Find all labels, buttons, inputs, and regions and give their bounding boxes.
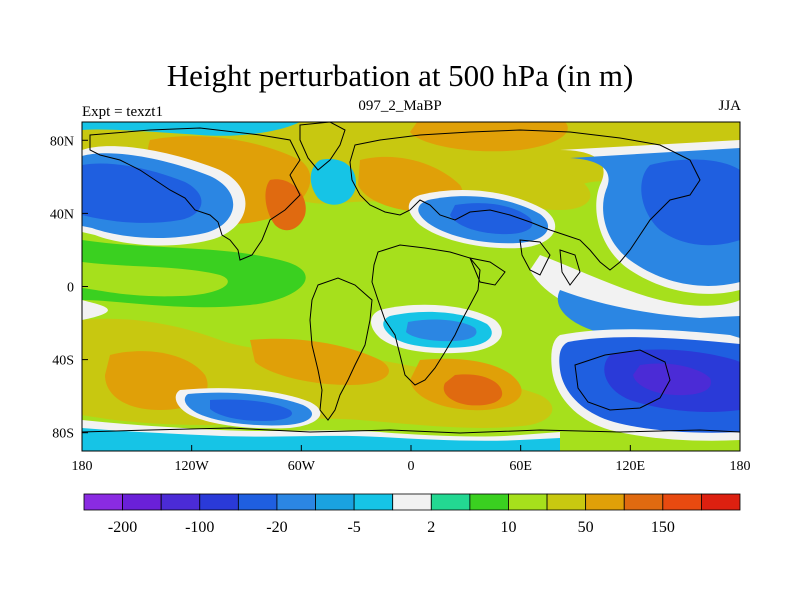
colorbar-label: 50 <box>578 519 594 536</box>
colorbar-label: -100 <box>185 519 214 536</box>
colorbar-label: 10 <box>500 519 516 536</box>
latitude-axis: 80N 40N 0 40S 80S <box>50 134 88 442</box>
colorbar-label: 2 <box>427 519 435 536</box>
y-tick-label: 40N <box>50 207 74 222</box>
map-title: Height perturbation at 500 hPa (in m) <box>166 58 634 93</box>
colorbar-label: -200 <box>108 519 137 536</box>
y-tick-label: 40S <box>52 354 74 369</box>
colorbar-label: -20 <box>266 519 287 536</box>
colorbar-box <box>392 493 432 511</box>
colorbar-box <box>237 493 278 511</box>
contour-field <box>82 122 740 451</box>
colorbar-box <box>508 493 548 511</box>
y-tick-label: 80N <box>50 134 74 149</box>
colorbar-box <box>122 493 162 511</box>
x-tick-label: 60W <box>288 459 316 474</box>
season-label: JJA <box>718 98 741 114</box>
colorbar-box <box>276 493 316 511</box>
colorbar-box <box>662 493 702 511</box>
x-tick-label: 0 <box>408 459 415 474</box>
colorbar-label: 150 <box>651 519 675 536</box>
x-tick-label: 120E <box>616 459 646 474</box>
colorbar-box <box>430 493 471 511</box>
colorbar-box <box>353 493 394 511</box>
colorbar-box <box>83 493 123 511</box>
x-tick-label: 60E <box>509 459 532 474</box>
coastlines <box>82 122 740 434</box>
experiment-label: Expt = texzt1 <box>82 104 163 120</box>
colorbar-label: -5 <box>347 519 360 536</box>
colorbar-box <box>623 493 664 511</box>
colorbar-box <box>160 493 201 511</box>
x-tick-label: 180 <box>72 459 93 474</box>
colorbar-box <box>199 493 239 511</box>
x-tick-label: 120W <box>175 459 210 474</box>
longitude-axis: 180 120W 60W 0 60E 120E 180 <box>72 445 751 474</box>
colorbar-box <box>701 493 741 511</box>
x-tick-label: 180 <box>730 459 751 474</box>
y-tick-label: 80S <box>52 427 74 442</box>
colorbar: -200 -100 -20 -5 2 10 50 150 <box>83 493 741 536</box>
y-tick-label: 0 <box>67 281 74 296</box>
colorbar-box <box>469 493 509 511</box>
colorbar-box <box>315 493 355 511</box>
colorbar-box <box>585 493 625 511</box>
run-label: 097_2_MaBP <box>358 98 442 114</box>
colorbar-box <box>546 493 587 511</box>
